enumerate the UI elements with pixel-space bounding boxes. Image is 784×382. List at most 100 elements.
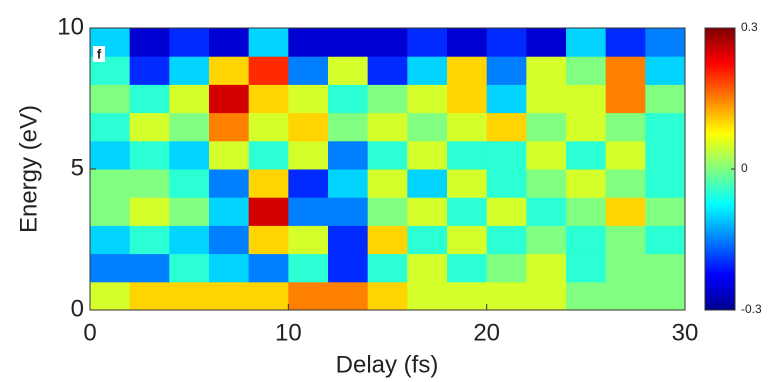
heatmap-cell [328,169,369,198]
heatmap-cell [526,140,567,170]
heatmap-cell [367,197,408,226]
heatmap-cell [605,56,646,85]
heatmap-cell [367,169,408,198]
heatmap-cell [526,225,567,255]
heatmap-cell [328,28,369,57]
heatmap-cell [447,253,488,283]
heatmap-cell [209,56,250,85]
heatmap-cell [209,281,250,311]
heatmap-cell [447,140,488,170]
heatmap-cell [248,169,289,198]
heatmap-cell [209,28,250,57]
heatmap-cell [566,140,607,170]
heatmap-cell [407,281,448,311]
heatmap-cell [90,253,131,283]
heatmap-cell [526,112,567,142]
heatmap-cell [407,140,448,170]
heatmap-cell [407,225,448,255]
heatmap-cell [248,197,289,226]
heatmap-cell [526,28,567,57]
heatmap-cell [169,84,210,114]
heatmap-cell [248,112,289,142]
heatmap-cell [288,225,329,255]
heatmap-cell [248,56,289,85]
heatmap-cell [605,169,646,198]
heatmap-cell [248,84,289,114]
heatmap-cell [645,84,686,114]
y-axis-title: Energy (eV) [15,105,42,233]
heatmap-cell [248,140,289,170]
heatmap-cell [129,197,170,226]
heatmap-cell [407,112,448,142]
colorbar-tick-label: 0.3 [741,20,758,34]
heatmap-cell [169,169,210,198]
heatmap-cell [486,253,527,283]
heatmap-cell [367,281,408,311]
heatmap-cell [129,281,170,311]
colorbar-tick-label: 0 [741,161,748,175]
heatmap-cell [169,197,210,226]
heatmap-cell [288,112,329,142]
heatmap-cell [605,140,646,170]
colorbar-tick-label: -0.3 [741,302,762,316]
heatmap-cell [328,84,369,114]
panel-label-box [93,46,105,62]
heatmap-cell [288,169,329,198]
heatmap-cell [367,84,408,114]
heatmap-cell [407,84,448,114]
heatmap-cell [407,169,448,198]
heatmap-cell [605,112,646,142]
heatmap-cell [328,253,369,283]
heatmap-cell [288,253,329,283]
heatmap-cell [288,84,329,114]
x-tick-label: 20 [473,319,500,346]
heatmap [90,28,686,311]
heatmap-cell [209,112,250,142]
heatmap-cell [169,140,210,170]
heatmap-cell [566,112,607,142]
heatmap-cell [209,169,250,198]
heatmap-cell [645,28,686,57]
heatmap-cell [447,281,488,311]
heatmap-cell [288,281,329,311]
y-tick-label: 0 [71,295,84,322]
heatmap-cell [288,56,329,85]
x-tick-label: 30 [672,319,699,346]
heatmap-cell [566,169,607,198]
heatmap-cell [129,28,170,57]
heatmap-cell [367,56,408,85]
heatmap-cell [407,253,448,283]
heatmap-cell [328,140,369,170]
heatmap-cell [526,253,567,283]
heatmap-cell [90,197,131,226]
heatmap-cell [526,56,567,85]
x-tick-label: 10 [275,319,302,346]
heatmap-cell [566,28,607,57]
heatmap-cell [645,56,686,85]
panel-label: f [97,46,102,61]
heatmap-cell [526,169,567,198]
heatmap-cell [209,140,250,170]
heatmap-cell [367,140,408,170]
heatmap-cell [288,140,329,170]
heatmap-cell [248,253,289,283]
heatmap-cell [328,112,369,142]
heatmap-cell [169,253,210,283]
heatmap-cell [486,281,527,311]
heatmap-cell [447,84,488,114]
heatmap-cell [367,112,408,142]
heatmap-cell [447,169,488,198]
heatmap-cell [90,169,131,198]
heatmap-cell [169,56,210,85]
heatmap-cell [328,56,369,85]
heatmap-cell [566,84,607,114]
heatmap-cell [407,56,448,85]
y-tick-label: 10 [57,13,84,40]
heatmap-cell [90,225,131,255]
heatmap-cell [566,56,607,85]
x-tick-label: 0 [83,319,96,346]
heatmap-cell [526,84,567,114]
heatmap-cell [605,197,646,226]
heatmap-cell [328,225,369,255]
